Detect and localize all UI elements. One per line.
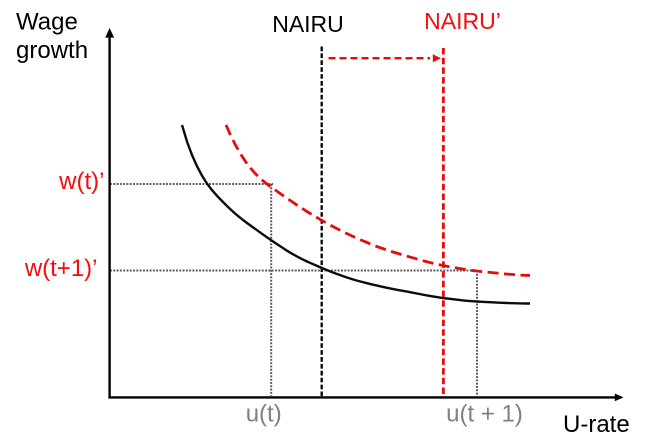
- svg-text:Wage: Wage: [16, 9, 78, 36]
- svg-text:u(t): u(t): [246, 401, 282, 428]
- svg-text:w(t+1)’: w(t+1)’: [24, 255, 98, 282]
- svg-text:NAIRU’: NAIRU’: [424, 8, 501, 34]
- svg-text:U-rate: U-rate: [563, 411, 630, 438]
- svg-text:growth: growth: [16, 37, 88, 64]
- svg-text:u(t + 1): u(t + 1): [446, 401, 523, 428]
- svg-text:NAIRU: NAIRU: [272, 11, 344, 37]
- svg-text:w(t)’: w(t)’: [58, 168, 104, 195]
